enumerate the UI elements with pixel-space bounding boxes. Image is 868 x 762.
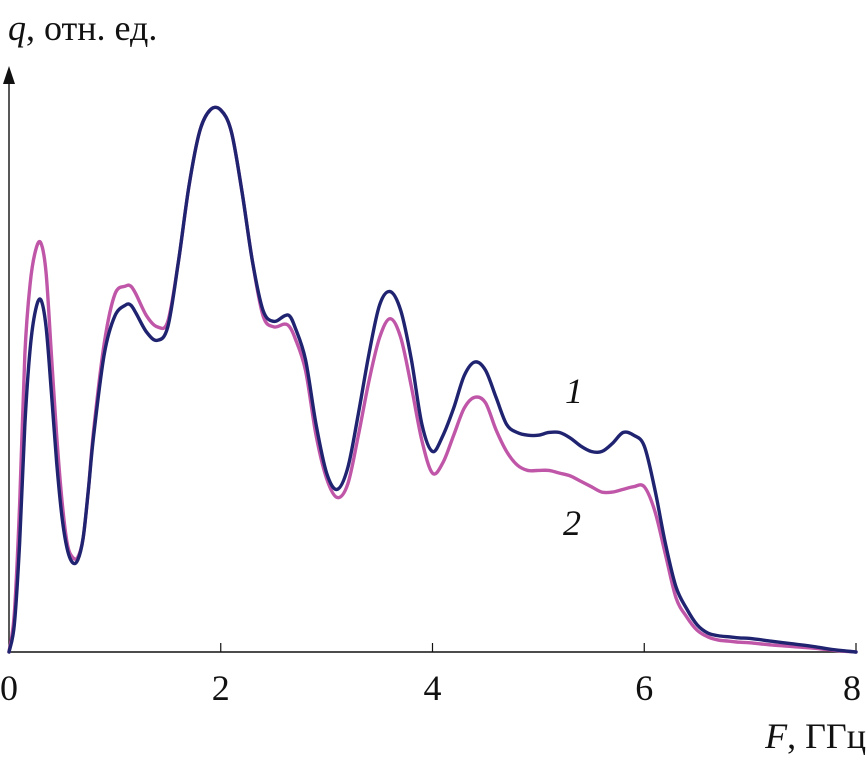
x-tick-label: 8 xyxy=(843,668,861,708)
x-tick-label: 4 xyxy=(424,668,442,708)
x-tick-label: 0 xyxy=(0,668,18,708)
y-axis-arrow-icon xyxy=(3,66,15,84)
x-axis-variable: F xyxy=(764,716,788,756)
x-tick-label: 2 xyxy=(212,668,230,708)
y-axis-label: q, отн. ед. xyxy=(8,8,157,48)
series-1-line xyxy=(7,105,858,654)
x-axis-label: F, ГГц xyxy=(764,716,866,756)
series-2-label: 2 xyxy=(563,503,581,543)
y-axis-variable: q xyxy=(8,8,26,48)
x-tick-labels: 0 2 4 6 8 xyxy=(0,668,861,708)
x-tick-label: 6 xyxy=(635,668,653,708)
y-axis-unit: , отн. ед. xyxy=(26,8,157,48)
series-1-label: 1 xyxy=(565,371,583,411)
series-2-line xyxy=(7,105,858,654)
x-axis-unit: , ГГц xyxy=(787,716,866,756)
